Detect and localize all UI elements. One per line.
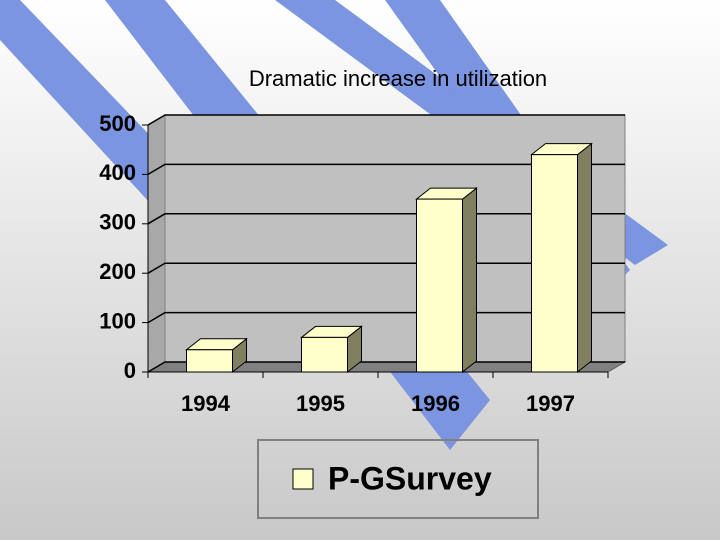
legend-label: P-GSurvey xyxy=(328,460,492,496)
legend-swatch xyxy=(292,468,314,490)
x-tick-label: 1996 xyxy=(411,391,460,416)
bar xyxy=(186,349,233,373)
bar xyxy=(416,198,463,373)
chart-title: Dramatic increase in utilization xyxy=(249,66,547,91)
legend-box xyxy=(257,439,539,519)
y-tick-label: 300 xyxy=(99,210,136,235)
bar-side xyxy=(462,187,477,374)
plot: 0 100 200 300 400 500 1994 1995 1996 1997 xyxy=(99,111,627,416)
y-tick-label: 0 xyxy=(124,358,136,383)
bar-side xyxy=(577,142,592,374)
y-tick-label: 100 xyxy=(99,308,136,333)
y-tick-label: 400 xyxy=(99,160,136,185)
bar xyxy=(531,154,578,373)
bar xyxy=(301,336,348,373)
grid-line xyxy=(147,114,625,126)
side-wall xyxy=(147,114,166,373)
grid-line xyxy=(147,163,625,176)
legend: P-GSurvey xyxy=(292,460,492,496)
x-tick-label: 1994 xyxy=(181,391,231,416)
x-tick-label: 1995 xyxy=(296,391,345,416)
y-tick-label: 500 xyxy=(99,111,136,136)
y-tick-label: 200 xyxy=(99,259,136,284)
x-tick-label: 1997 xyxy=(526,391,575,416)
